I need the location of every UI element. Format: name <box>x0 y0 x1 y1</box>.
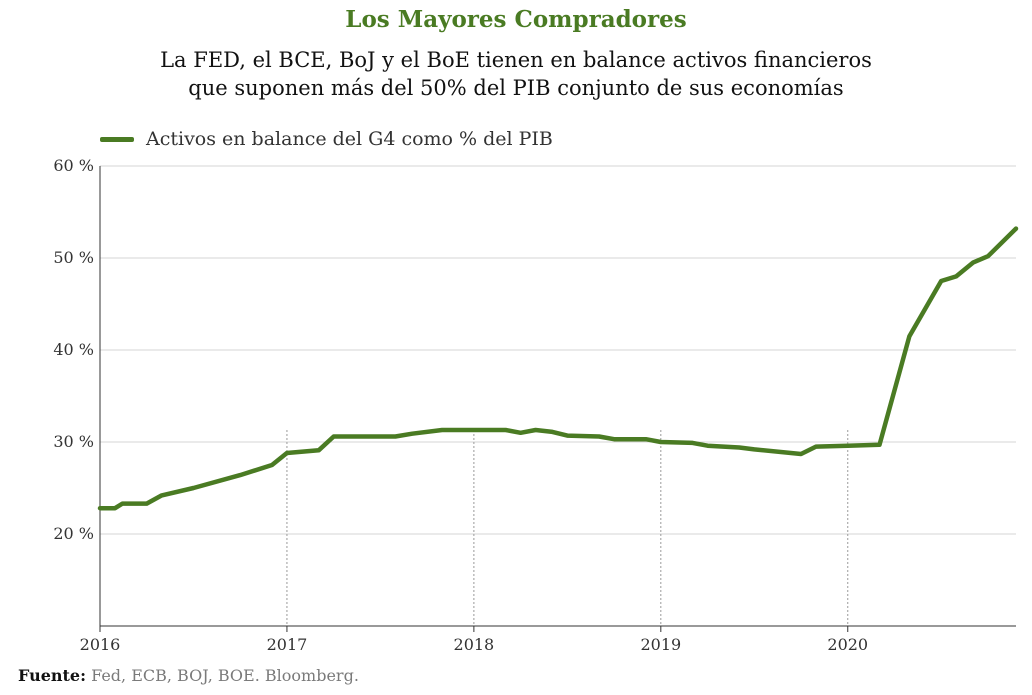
source-label: Fuente: <box>18 666 86 685</box>
source-text: Fed, ECB, BOJ, BOE. Bloomberg. <box>91 666 359 685</box>
x-tick-label: 2018 <box>454 635 495 654</box>
x-tick-label: 2019 <box>640 635 681 654</box>
y-tick-label: 30 % <box>53 432 94 451</box>
legend-line-swatch <box>100 136 134 142</box>
legend-label: Activos en balance del G4 como % del PIB <box>146 128 553 150</box>
y-tick-label: 60 % <box>53 156 94 175</box>
subtitle-line-2: que suponen más del 50% del PIB conjunto… <box>188 76 844 100</box>
x-tick-label: 2016 <box>80 635 121 654</box>
source-note: Fuente: Fed, ECB, BOJ, BOE. Bloomberg. <box>18 666 359 685</box>
series-line <box>97 226 1019 511</box>
chart-subtitle: La FED, el BCE, BoJ y el BoE tienen en b… <box>0 46 1032 102</box>
x-tick-label: 2020 <box>827 635 868 654</box>
x-tick-label: 2017 <box>267 635 308 654</box>
y-tick-label: 20 % <box>53 524 94 543</box>
legend: Activos en balance del G4 como % del PIB <box>100 128 553 150</box>
y-tick-label: 40 % <box>53 340 94 359</box>
y-tick-label: 50 % <box>53 248 94 267</box>
subtitle-line-1: La FED, el BCE, BoJ y el BoE tienen en b… <box>160 48 872 72</box>
chart-title: Los Mayores Compradores <box>345 6 687 33</box>
